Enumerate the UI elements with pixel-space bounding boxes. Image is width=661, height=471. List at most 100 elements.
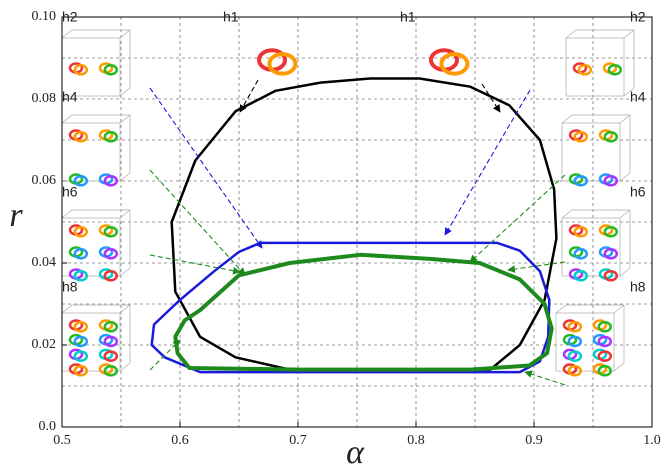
knot xyxy=(73,64,89,76)
inset-box-edge xyxy=(565,29,635,97)
arrow xyxy=(524,370,566,386)
knot xyxy=(597,321,613,333)
inset-label: h4 xyxy=(62,89,78,105)
inset-box-edge xyxy=(61,29,131,97)
knot xyxy=(603,226,619,238)
inset xyxy=(561,114,631,187)
inset-box xyxy=(561,122,621,182)
arrow xyxy=(469,174,566,263)
x-axis-label: α xyxy=(346,434,365,471)
x-tick-label: 0.6 xyxy=(171,433,189,448)
x-tick-label: 1.0 xyxy=(643,433,661,448)
knot xyxy=(73,226,89,238)
knot xyxy=(103,321,119,333)
inset xyxy=(555,304,625,377)
knot xyxy=(103,248,119,260)
inset-box-edge xyxy=(561,209,631,277)
arrow xyxy=(507,261,566,273)
inset-box xyxy=(565,37,625,97)
knot xyxy=(597,335,613,348)
knot xyxy=(73,131,89,143)
inset xyxy=(429,48,470,76)
arrow xyxy=(481,83,501,113)
inset-label: h4 xyxy=(630,89,646,105)
inset xyxy=(61,209,131,282)
x-tick-label: 0.9 xyxy=(525,433,543,448)
knot xyxy=(607,64,623,76)
knot xyxy=(577,64,593,76)
knot xyxy=(573,270,589,282)
knot xyxy=(573,175,589,187)
inset xyxy=(565,29,635,97)
inset-box xyxy=(561,217,621,277)
knot xyxy=(73,335,89,348)
knot xyxy=(73,175,89,187)
inset-label: h2 xyxy=(630,9,646,25)
knot xyxy=(103,335,119,348)
knot xyxy=(73,270,89,282)
arrow xyxy=(149,254,241,275)
knot xyxy=(103,175,119,187)
inset xyxy=(61,114,131,187)
knot xyxy=(603,131,619,143)
x-tick-label: 0.5 xyxy=(53,433,71,448)
inset xyxy=(561,209,631,282)
y-tick-label: 0.06 xyxy=(32,173,57,188)
knot xyxy=(73,321,89,333)
y-tick-label: 0.02 xyxy=(32,337,57,352)
arrow xyxy=(149,87,263,249)
y-tick-label: 0.0 xyxy=(39,419,57,434)
knot xyxy=(573,248,589,260)
inset-label: h6 xyxy=(630,184,646,200)
curves xyxy=(150,77,558,374)
knot xyxy=(103,226,119,238)
inset xyxy=(257,48,298,76)
knot xyxy=(103,270,119,282)
inset-label: h8 xyxy=(630,279,646,295)
inset-box xyxy=(555,312,615,372)
knot xyxy=(567,335,583,348)
inset-label: h1 xyxy=(223,9,239,25)
knot xyxy=(567,321,583,333)
x-tick-label: 0.7 xyxy=(289,433,307,448)
curve xyxy=(173,252,554,372)
knot xyxy=(597,350,613,362)
y-tick-label: 0.08 xyxy=(32,91,57,106)
knot xyxy=(567,365,583,377)
inset-box-edge xyxy=(555,304,625,372)
knot xyxy=(439,52,470,76)
inset-box-edge xyxy=(561,114,631,182)
inset xyxy=(61,304,131,377)
knot xyxy=(597,365,613,377)
insets xyxy=(61,29,635,386)
inset xyxy=(61,29,131,97)
knot xyxy=(103,64,119,76)
curve xyxy=(170,77,558,371)
inset-label: h2 xyxy=(62,9,78,25)
curve xyxy=(150,241,551,374)
knot xyxy=(73,350,89,362)
plot-frame xyxy=(61,16,653,428)
inset-box-edge xyxy=(61,114,131,182)
inset-label: h1 xyxy=(400,9,416,25)
knot xyxy=(567,350,583,362)
y-tick-label: 0.04 xyxy=(32,255,57,270)
knot xyxy=(603,248,619,260)
knot xyxy=(73,365,89,377)
knot xyxy=(103,131,119,143)
y-axis-label: r xyxy=(9,197,23,234)
knot xyxy=(603,175,619,187)
knot xyxy=(267,52,298,76)
y-tick-label: 0.10 xyxy=(32,9,57,24)
x-tick-label: 0.8 xyxy=(407,433,425,448)
inset-label: h6 xyxy=(62,184,78,200)
arrow xyxy=(239,79,259,113)
arrow xyxy=(444,89,531,236)
arrow xyxy=(149,169,246,276)
knot xyxy=(103,365,119,377)
inset-box-edge xyxy=(61,209,131,277)
knot xyxy=(103,350,119,362)
knot xyxy=(573,131,589,143)
knot xyxy=(603,270,619,282)
